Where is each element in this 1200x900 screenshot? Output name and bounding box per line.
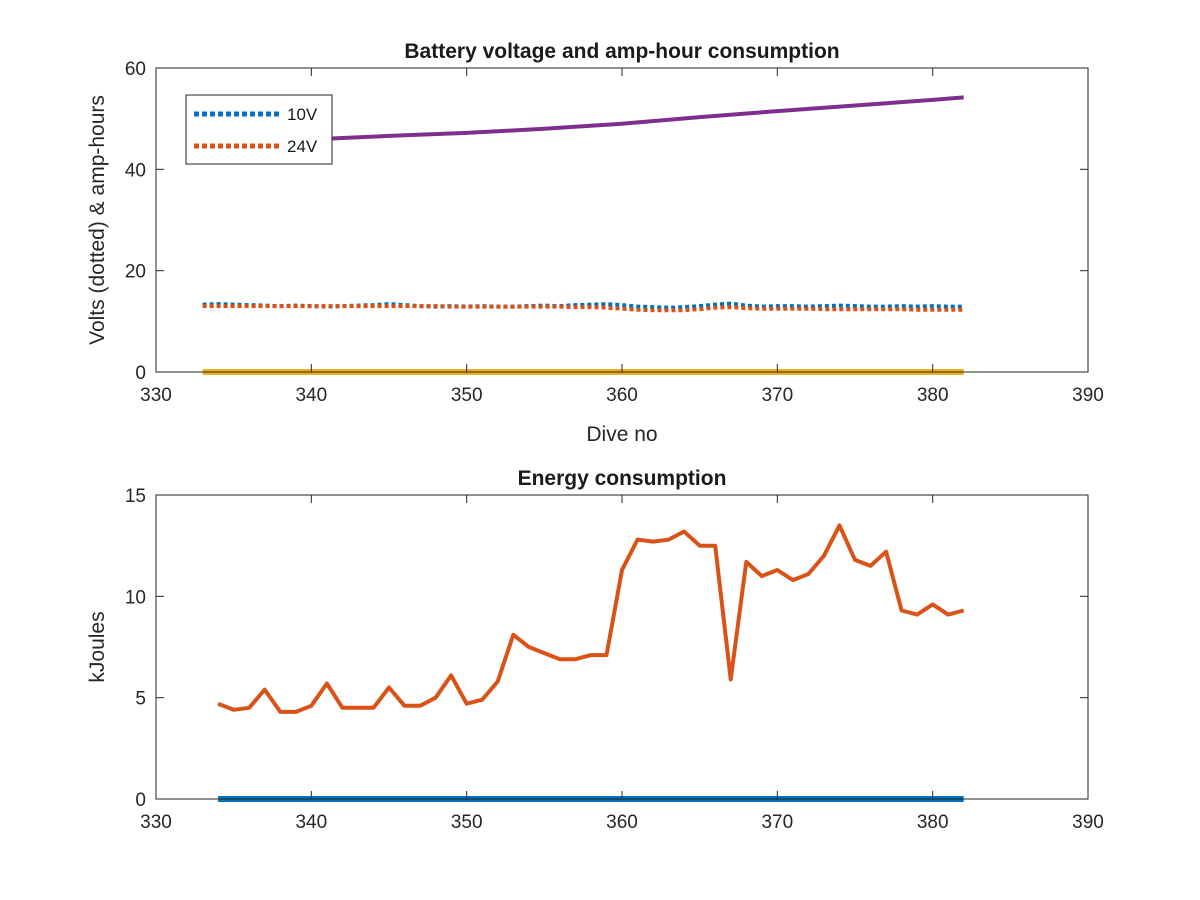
energy-y-tick-label: 10: [125, 587, 146, 608]
battery-y-tick-label: 40: [125, 160, 146, 181]
energy-y-tick-label: 0: [135, 790, 146, 811]
energy-x-tick-label: 350: [451, 812, 483, 833]
energy-ticks: 330 340 350 360 370 380 390 0 5 10 15: [125, 486, 1104, 833]
battery-legend: 10V 24V: [185, 94, 333, 165]
energy-series-line-0: [217, 523, 965, 714]
energy-x-tick-label: 380: [917, 812, 949, 833]
battery-x-tick-label: 350: [451, 385, 483, 406]
battery-y-tick-label: 0: [135, 363, 146, 384]
battery-x-tick-label: 330: [140, 385, 172, 406]
energy-x-tick-label: 330: [140, 812, 172, 833]
battery-y-tick-label: 20: [125, 262, 146, 283]
energy-subplot: 330 340 350 360 370 380 390 0 5 10 15 Energy consu…: [86, 467, 1104, 833]
energy-y-tick-label: 15: [125, 486, 146, 507]
energy-y-axis-label: kJoules: [86, 611, 109, 682]
battery-series-line-24v: [202, 304, 964, 313]
energy-y-tick-label: 5: [135, 689, 146, 710]
battery-y-tick-label: 60: [125, 59, 146, 80]
battery-x-axis-label: Dive no: [586, 423, 657, 446]
battery-chart-title: Battery voltage and amp-hour consumption: [404, 40, 839, 63]
battery-y-axis-label: Volts (dotted) & amp-hours: [86, 95, 109, 345]
energy-axes-box: [155, 494, 1089, 800]
legend-label-24v: 24V: [287, 137, 318, 156]
battery-x-tick-label: 390: [1072, 385, 1104, 406]
battery-x-tick-label: 340: [295, 385, 327, 406]
energy-x-tick-label: 340: [295, 812, 327, 833]
battery-subplot: 330 340 350 360 370 380 390 0 20 40 60 Battery vol…: [86, 40, 1104, 446]
battery-x-tick-label: 360: [606, 385, 638, 406]
battery-x-tick-label: 380: [917, 385, 949, 406]
legend-label-10v: 10V: [287, 105, 318, 124]
energy-x-tick-label: 360: [606, 812, 638, 833]
energy-chart-title: Energy consumption: [518, 467, 727, 490]
legend-box: [185, 94, 333, 165]
energy-x-tick-label: 370: [761, 812, 793, 833]
energy-series-group: [217, 523, 965, 802]
battery-x-tick-label: 370: [761, 385, 793, 406]
battery-ticks: 330 340 350 360 370 380 390 0 20 40 60: [125, 59, 1104, 406]
energy-x-tick-label: 390: [1072, 812, 1104, 833]
